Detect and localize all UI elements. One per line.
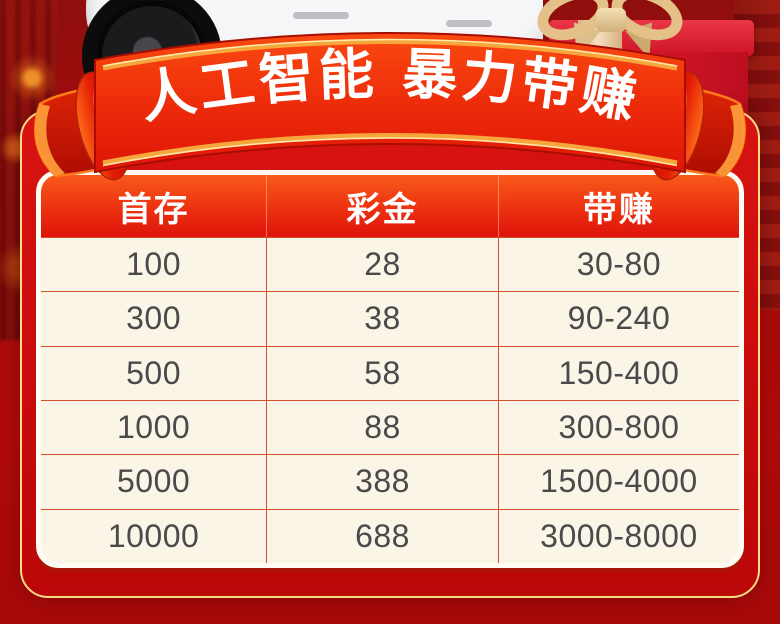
car-door-handle: [293, 12, 349, 19]
table-cell: 388: [267, 454, 499, 509]
table-cell: 300-800: [498, 399, 739, 454]
table-cell: 688: [267, 508, 499, 563]
table-cell: 10000: [41, 508, 268, 563]
car-door-handle: [446, 20, 492, 27]
table-cell: 3000-8000: [498, 508, 739, 563]
table-cell: 58: [267, 345, 499, 400]
column-header-deposit: 首存: [41, 175, 268, 237]
table-cell: 28: [267, 237, 499, 292]
gift-bow-knot: [596, 8, 626, 32]
table-cell: 150-400: [498, 345, 739, 400]
table-cell: 88: [267, 399, 499, 455]
table-cell: 1500-4000: [498, 454, 739, 508]
column-header-earn: 带赚: [498, 175, 739, 237]
table-cell: 100: [41, 237, 268, 292]
bonus-table: 首存 彩金 带赚 100 28 30-80 300 38 90-240 500 …: [36, 170, 744, 568]
ribbon-banner: 人工智能 暴力带赚: [34, 32, 747, 187]
table-cell: 1000: [41, 399, 268, 455]
column-header-bonus: 彩金: [267, 175, 499, 237]
table-cell: 90-240: [498, 291, 739, 345]
ribbon-band: [94, 32, 686, 174]
table-cell: 30-80: [498, 237, 739, 291]
table-cell: 500: [41, 345, 268, 400]
table-cell: 5000: [41, 454, 268, 509]
table-cell: 300: [41, 291, 268, 346]
table-cell: 38: [267, 291, 499, 346]
